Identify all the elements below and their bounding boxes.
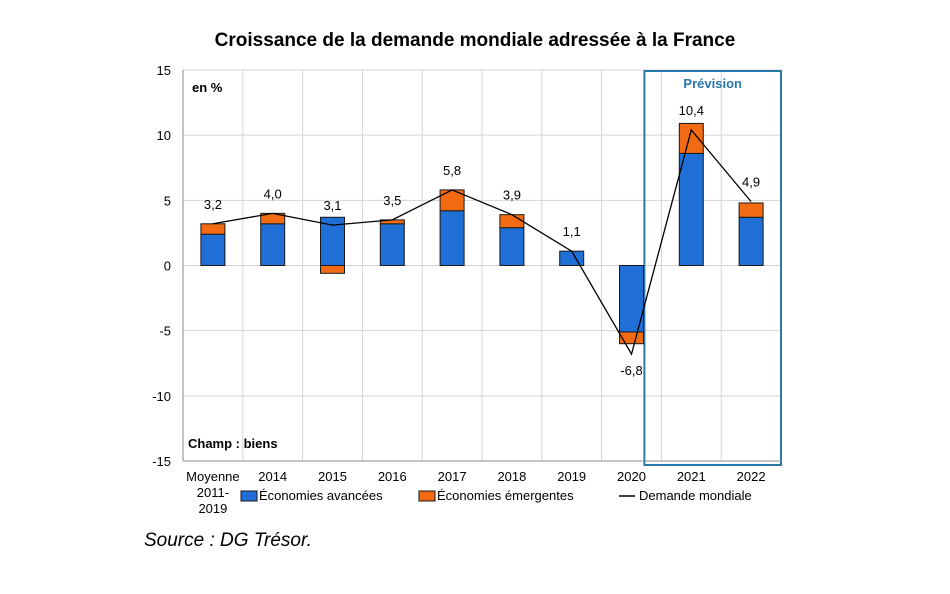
- forecast-label: Prévision: [683, 76, 742, 91]
- bar-emergentes: [678, 122, 704, 154]
- bar-emergentes: [738, 202, 764, 218]
- data-label: 1,1: [563, 224, 581, 239]
- bar-emergentes: [499, 214, 525, 229]
- label-layer: 3,2 4,0 3,1 3,5 5,8 3,9 1,1 -6,8 10,4 4,9 en % Cham…: [188, 80, 760, 451]
- bar-avancees: [499, 227, 525, 267]
- y-tick-label: -10: [152, 389, 171, 404]
- legend-swatch-avancees: [240, 490, 258, 502]
- y-tick-label: -5: [159, 324, 171, 339]
- source-note: Source : DG Trésor.: [144, 530, 312, 551]
- line-layer: [212, 128, 752, 356]
- x-tick-label: 2018: [497, 469, 526, 484]
- bar-avancees: [200, 233, 226, 267]
- bar-emergentes: [619, 331, 644, 345]
- bar-avancees: [619, 265, 644, 333]
- field-note: Champ : biens: [188, 436, 278, 451]
- legend-label: Demande mondiale: [639, 488, 752, 503]
- x-tick-label: 2016: [378, 469, 407, 484]
- data-label: -6,8: [620, 363, 642, 378]
- y-tick-label: 0: [164, 259, 171, 274]
- legend-label: Économies émergentes: [437, 488, 574, 503]
- bar-avancees: [260, 223, 286, 266]
- bar-emergentes: [200, 223, 226, 235]
- bar-layer: [200, 122, 764, 345]
- y-axis-unit-label: en %: [192, 80, 223, 95]
- bar-avancees: [738, 216, 764, 267]
- data-label: 4,0: [264, 186, 282, 201]
- x-tick-label: 2022: [737, 469, 766, 484]
- demand-line: [212, 128, 752, 356]
- x-tick-label: 2020: [617, 469, 646, 484]
- forecast-layer: Prévision: [643, 70, 783, 466]
- forecast-box: [643, 70, 783, 466]
- data-label: 3,2: [204, 197, 222, 212]
- y-tick-label: 10: [157, 128, 171, 143]
- x-tick-label: 2015: [318, 469, 347, 484]
- x-tick-label: 2017: [438, 469, 467, 484]
- legend-label: Économies avancées: [259, 488, 383, 503]
- legend-swatch-emergentes: [418, 490, 436, 502]
- y-tick-label: -15: [152, 454, 171, 469]
- x-tick-label: 2021: [677, 469, 706, 484]
- x-tick-label: Moyenne 2011-2019: [186, 469, 239, 516]
- data-label: 5,8: [443, 163, 461, 178]
- bar-avancees: [439, 210, 465, 266]
- y-tick-label: 15: [157, 63, 171, 78]
- axis-layer: -15 -10 -5 0 5 10 15 Moyenne 2011-2019 2014 2015 20…: [152, 63, 781, 516]
- chart-title: Croissance de la demande mondiale adress…: [214, 30, 736, 51]
- x-tick-label: 2019: [557, 469, 586, 484]
- x-tick-label: 2014: [258, 469, 287, 484]
- bar-emergentes: [320, 265, 345, 274]
- data-label: 3,1: [323, 198, 341, 213]
- bar-avancees: [379, 223, 405, 266]
- legend-layer: Économies avancées Économies émergentes De…: [240, 488, 752, 503]
- data-label: 10,4: [679, 103, 704, 118]
- y-tick-label: 5: [164, 193, 171, 208]
- data-label: 3,9: [503, 188, 521, 203]
- bar-avancees: [559, 250, 585, 266]
- data-label: 3,5: [383, 193, 401, 208]
- data-label: 4,9: [742, 175, 760, 190]
- bar-avancees: [678, 152, 704, 266]
